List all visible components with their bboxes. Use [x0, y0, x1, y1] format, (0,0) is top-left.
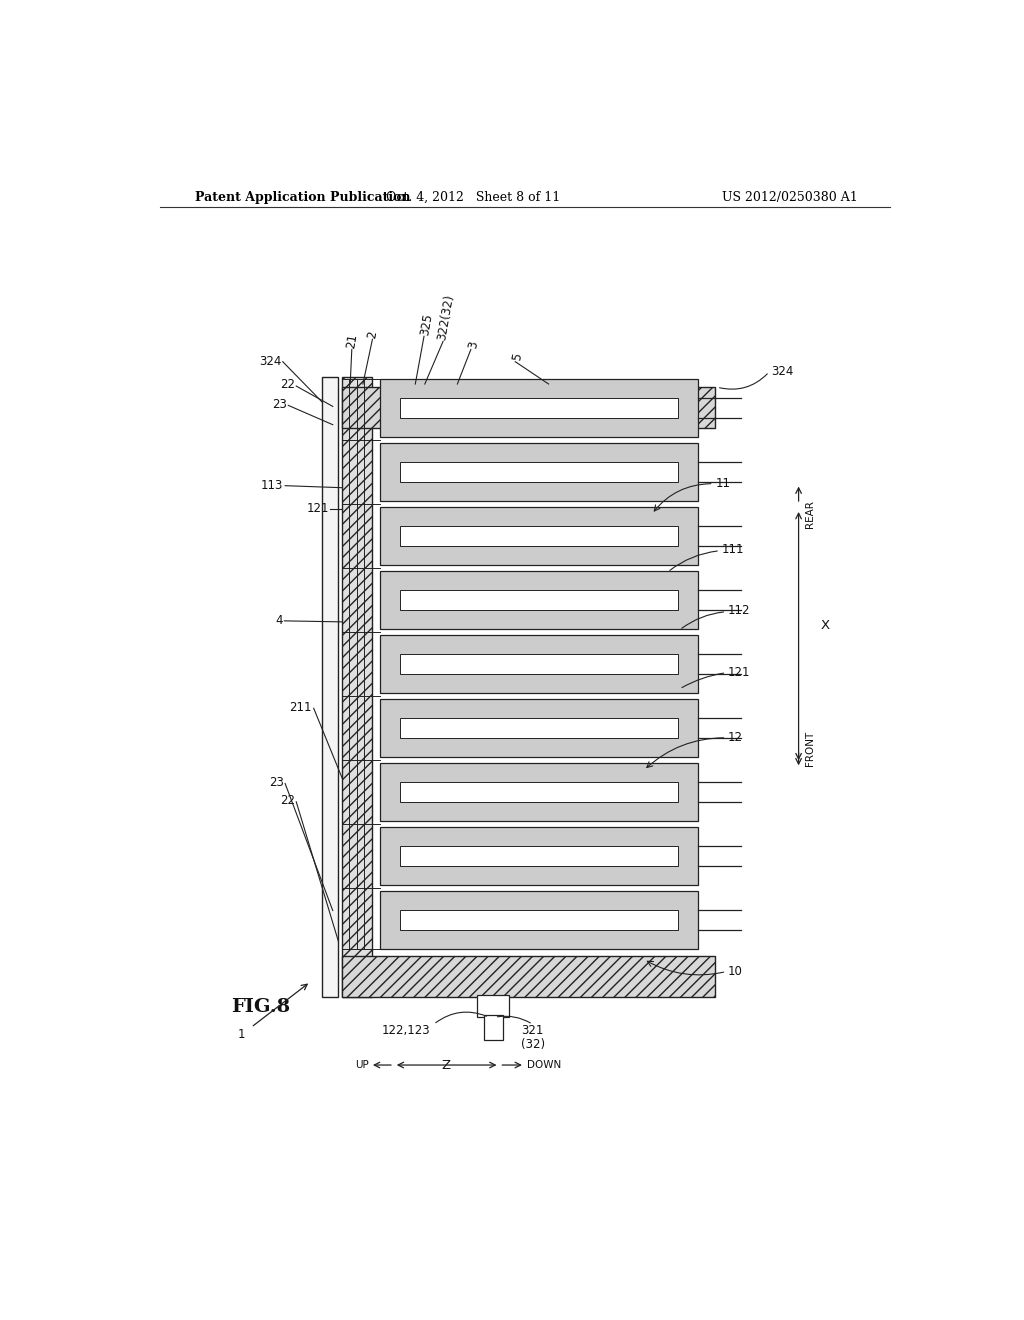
Text: 22: 22	[280, 378, 295, 391]
Text: 4: 4	[275, 614, 283, 627]
Bar	[400, 525, 678, 546]
Bar	[400, 718, 678, 738]
Text: Z: Z	[441, 1059, 450, 1072]
Text: US 2012/0250380 A1: US 2012/0250380 A1	[722, 190, 858, 203]
Bar	[380, 700, 697, 758]
Text: Patent Application Publication: Patent Application Publication	[196, 190, 411, 203]
Bar	[342, 378, 373, 997]
Bar	[400, 397, 678, 418]
Bar	[477, 995, 509, 1018]
Bar	[380, 379, 697, 437]
Bar	[342, 956, 715, 997]
Text: 21: 21	[344, 333, 359, 350]
Text: FIG.8: FIG.8	[231, 998, 290, 1016]
Bar	[380, 828, 697, 886]
Text: 5: 5	[510, 352, 524, 362]
Bar	[400, 846, 678, 866]
Bar	[400, 781, 678, 803]
Text: 12: 12	[728, 731, 743, 744]
Text: 325: 325	[418, 312, 435, 337]
Bar	[400, 909, 678, 931]
Bar	[380, 572, 697, 630]
Text: 2: 2	[366, 330, 380, 339]
Bar	[380, 507, 697, 565]
Text: 1: 1	[238, 1028, 245, 1041]
Text: Oct. 4, 2012   Sheet 8 of 11: Oct. 4, 2012 Sheet 8 of 11	[386, 190, 560, 203]
Text: 112: 112	[728, 605, 751, 618]
Text: 23: 23	[271, 397, 287, 411]
Bar	[400, 590, 678, 610]
Bar	[380, 891, 697, 949]
Text: DOWN: DOWN	[527, 1060, 561, 1071]
Text: 22: 22	[280, 795, 295, 808]
Text: 121: 121	[306, 502, 329, 515]
Text: 324: 324	[259, 355, 282, 368]
Text: 111: 111	[722, 544, 744, 556]
Text: 10: 10	[728, 965, 742, 978]
Bar	[483, 1015, 504, 1040]
Text: X: X	[820, 619, 829, 632]
Text: 3: 3	[466, 341, 480, 350]
Text: UP: UP	[354, 1060, 369, 1071]
Text: 122,123: 122,123	[382, 1024, 430, 1038]
Text: 321
(32): 321 (32)	[520, 1024, 545, 1051]
Text: FRONT: FRONT	[806, 730, 815, 766]
Bar	[380, 444, 697, 500]
Bar	[400, 653, 678, 675]
Text: 113: 113	[261, 479, 284, 492]
Bar	[342, 387, 715, 428]
Text: 121: 121	[728, 667, 751, 680]
Text: 11: 11	[715, 477, 730, 490]
Text: 324: 324	[771, 366, 794, 379]
Text: 322(32): 322(32)	[435, 293, 456, 342]
Bar	[380, 635, 697, 693]
Bar	[323, 378, 338, 997]
Bar	[400, 462, 678, 482]
Bar	[380, 763, 697, 821]
Text: 211: 211	[290, 701, 312, 714]
Text: REAR: REAR	[806, 500, 815, 528]
Text: 23: 23	[268, 776, 284, 789]
